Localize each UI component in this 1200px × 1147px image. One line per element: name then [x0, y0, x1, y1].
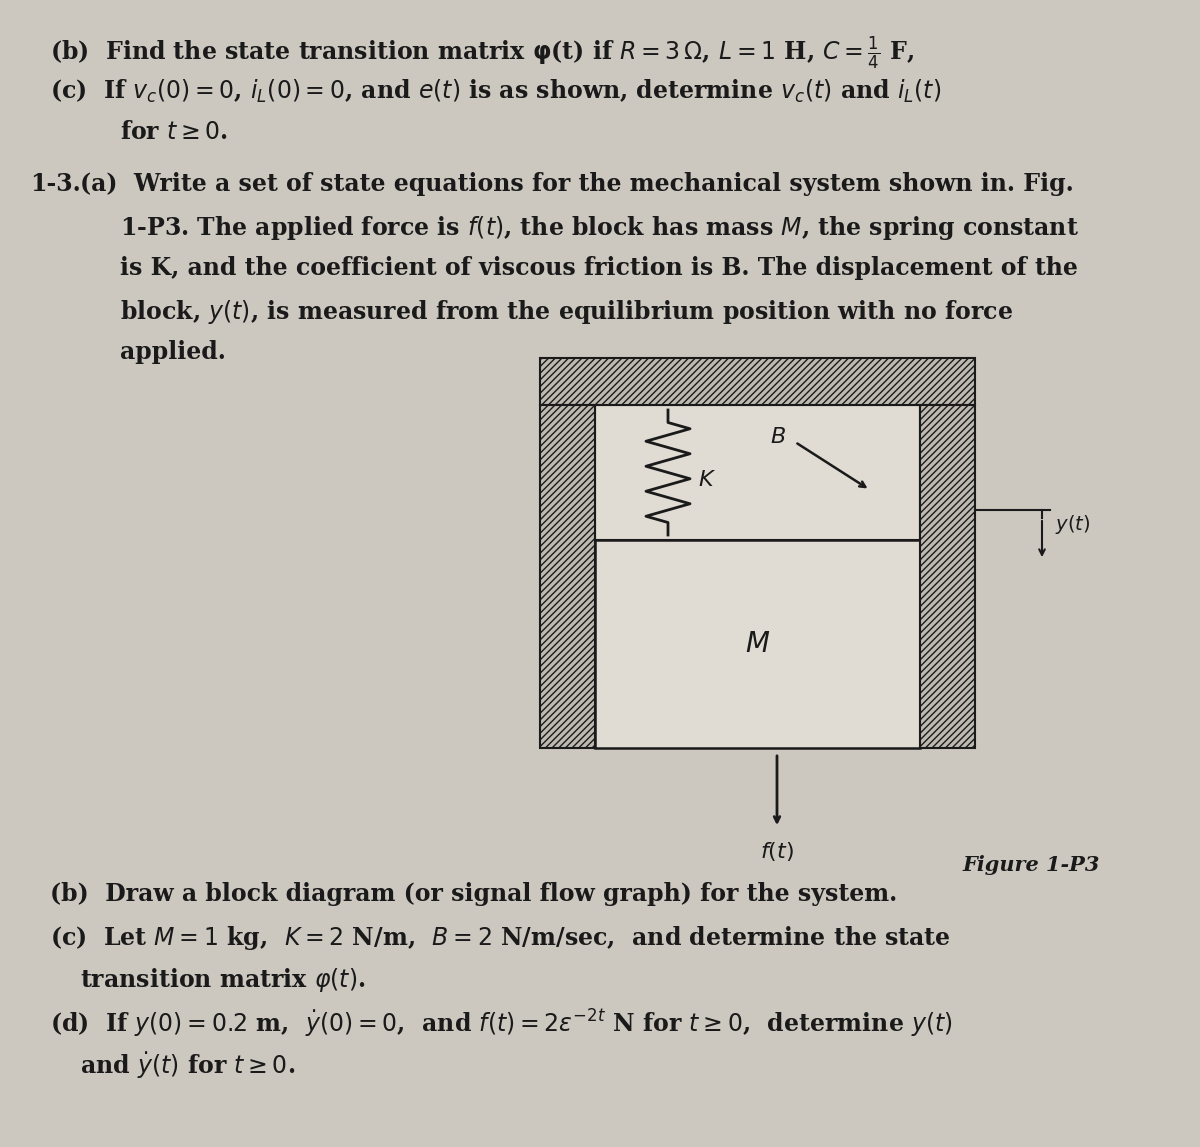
- Bar: [595, 405, 920, 540]
- Text: (c)  Let $M = 1$ kg,  $K = 2$ N/m,  $B = 2$ N/m/sec,  and determine the state: (c) Let $M = 1$ kg, $K = 2$ N/m, $B = 2$…: [50, 924, 950, 952]
- Text: applied.: applied.: [120, 340, 226, 364]
- Bar: [540, 358, 974, 405]
- Text: 1-3.: 1-3.: [30, 172, 80, 196]
- Text: $y(t)$: $y(t)$: [1055, 513, 1091, 536]
- Bar: [595, 540, 920, 748]
- Text: $f(t)$: $f(t)$: [760, 840, 794, 863]
- Text: 1-P3. The applied force is $f(t)$, the block has mass $M$, the spring constant: 1-P3. The applied force is $f(t)$, the b…: [120, 214, 1079, 242]
- Text: (a)  Write a set of state equations for the mechanical system shown in. Fig.: (a) Write a set of state equations for t…: [80, 172, 1074, 196]
- Bar: [920, 405, 974, 748]
- Text: (b)  Draw a block diagram (or signal flow graph) for the system.: (b) Draw a block diagram (or signal flow…: [50, 882, 898, 906]
- Text: (c)  If $v_c(0) = 0$, $i_L(0) = 0$, and $e(t)$ is as shown, determine $v_c(t)$ a: (c) If $v_c(0) = 0$, $i_L(0) = 0$, and $…: [50, 78, 941, 106]
- Text: and $\dot{y}(t)$ for $t \geq 0$.: and $\dot{y}(t)$ for $t \geq 0$.: [80, 1050, 295, 1080]
- Text: for $t \geq 0$.: for $t \geq 0$.: [120, 120, 228, 145]
- Text: $K$: $K$: [698, 469, 716, 491]
- Text: (b)  Find the state transition matrix $\mathbf{\varphi}$(t) if $R = 3\,\Omega$, : (b) Find the state transition matrix $\m…: [50, 36, 914, 72]
- Text: $B$: $B$: [770, 426, 786, 448]
- Text: Figure 1-P3: Figure 1-P3: [962, 855, 1100, 875]
- Text: block, $y(t)$, is measured from the equilibrium position with no force: block, $y(t)$, is measured from the equi…: [120, 298, 1013, 326]
- Text: $M$: $M$: [745, 631, 770, 657]
- Text: transition matrix $\varphi(t)$.: transition matrix $\varphi(t)$.: [80, 966, 366, 994]
- Text: (d)  If $y(0) = 0.2$ m,  $\dot{y}(0) = 0$,  and $f(t) = 2\varepsilon^{-2t}$ N fo: (d) If $y(0) = 0.2$ m, $\dot{y}(0) = 0$,…: [50, 1008, 953, 1040]
- Text: is K, and the coefficient of viscous friction is B. The displacement of the: is K, and the coefficient of viscous fri…: [120, 256, 1078, 280]
- Bar: [540, 405, 595, 748]
